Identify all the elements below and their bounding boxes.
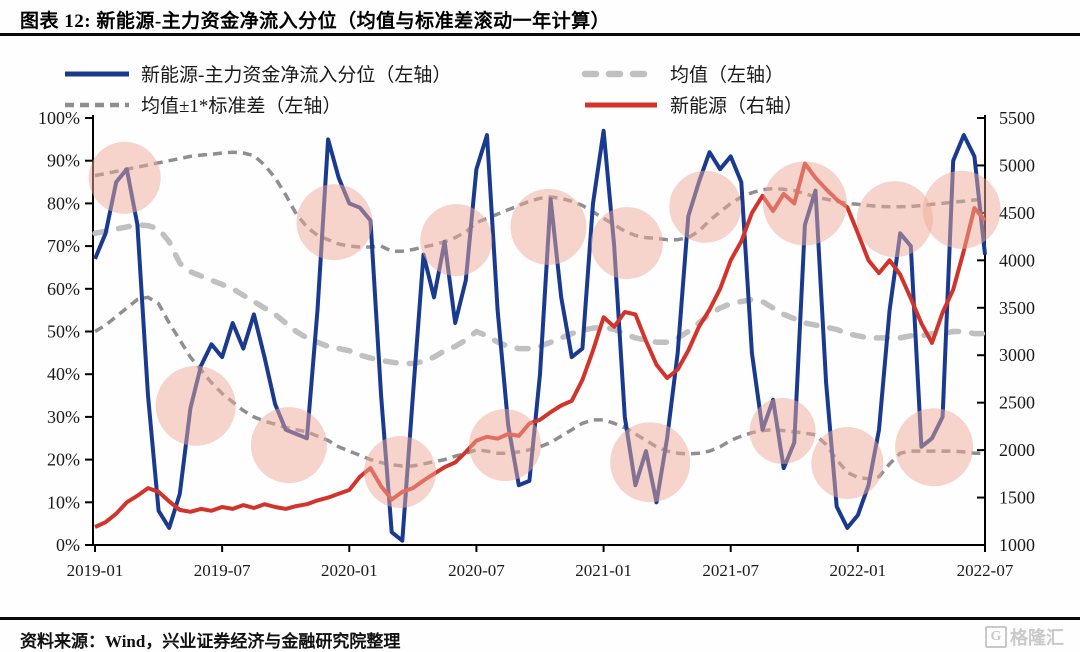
x-axis-tick-label: 2019-01 — [67, 561, 124, 580]
lower-std-line — [94, 295, 985, 481]
highlight-circle — [895, 408, 974, 487]
x-axis-tick-label: 2022-01 — [830, 561, 887, 580]
y-axis-left-tick-label: 50% — [47, 322, 80, 342]
y-axis-right-tick-label: 4000 — [999, 250, 1035, 270]
x-axis-tick-label: 2021-07 — [702, 561, 759, 580]
y-axis-left-tick-label: 80% — [47, 193, 80, 213]
x-axis-tick-label: 2019-07 — [194, 561, 251, 580]
y-axis-right-tick-label: 5500 — [999, 108, 1035, 128]
highlight-circle — [610, 422, 691, 503]
x-axis-tick-label: 2022-07 — [957, 561, 1014, 580]
legend-label: 新能源（右轴） — [670, 95, 803, 117]
title-divider — [0, 33, 1080, 36]
highlight-circle — [922, 170, 1001, 249]
highlight-circle — [811, 427, 884, 499]
x-axis-tick-label: 2020-07 — [448, 561, 505, 580]
highlight-circle — [420, 204, 493, 277]
y-axis-left-tick-label: 20% — [47, 450, 80, 470]
highlight-circle — [669, 170, 742, 243]
y-axis-right-tick-label: 1000 — [999, 535, 1035, 555]
chart-title: 图表 12: 新能源-主力资金净流入分位（均值与标准差滚动一年计算） — [20, 11, 611, 32]
x-axis-tick-label: 2020-01 — [321, 561, 378, 580]
y-axis-left-tick-label: 10% — [47, 492, 80, 512]
y-axis-left-tick-label: 70% — [47, 236, 80, 256]
y-axis-left-tick-label: 100% — [38, 108, 80, 128]
legend-label: 均值（左轴） — [670, 64, 784, 86]
y-axis-left-tick-label: 0% — [56, 535, 80, 555]
highlight-circle — [469, 409, 541, 482]
gelonghui-logo: G 格隆汇 — [985, 624, 1064, 650]
y-axis-right-tick-label: 2500 — [999, 393, 1035, 413]
legend-label: 均值±1*标准差（左轴） — [141, 95, 341, 117]
highlight-circle — [250, 407, 327, 484]
y-axis-right-tick-label: 4500 — [999, 203, 1035, 223]
y-axis-right-tick-label: 3500 — [999, 298, 1035, 318]
highlight-circle — [296, 184, 373, 261]
y-axis-left-tick-label: 90% — [47, 151, 80, 171]
highlight-circle — [762, 161, 847, 246]
y-axis-right-tick-label: 2000 — [999, 440, 1035, 460]
highlight-circle — [510, 188, 587, 265]
legend-label: 新能源-主力资金净流入分位（左轴） — [141, 64, 451, 86]
y-axis-right-tick-label: 3000 — [999, 345, 1035, 365]
y-axis-right-tick-label: 1500 — [999, 488, 1035, 508]
y-axis-left-tick-label: 30% — [47, 407, 80, 427]
logo-g-icon: G — [985, 626, 1007, 648]
y-axis-left-tick-label: 60% — [47, 279, 80, 299]
highlight-circle — [590, 207, 663, 280]
highlight-circle — [155, 365, 236, 446]
highlight-circle — [364, 436, 437, 508]
x-axis-tick-label: 2021-01 — [575, 561, 632, 580]
percentile-line — [93, 128, 987, 543]
highlight-circle — [88, 141, 161, 214]
source-note: 资料来源：Wind，兴业证券经济与金融研究院整理 — [20, 632, 401, 651]
logo-text: 格隆汇 — [1010, 628, 1064, 648]
y-axis-right-tick-label: 5000 — [999, 155, 1035, 175]
footer-divider — [0, 617, 1080, 620]
y-axis-left-tick-label: 40% — [47, 364, 80, 384]
highlight-circle — [749, 398, 816, 464]
highlight-circle — [856, 181, 933, 258]
